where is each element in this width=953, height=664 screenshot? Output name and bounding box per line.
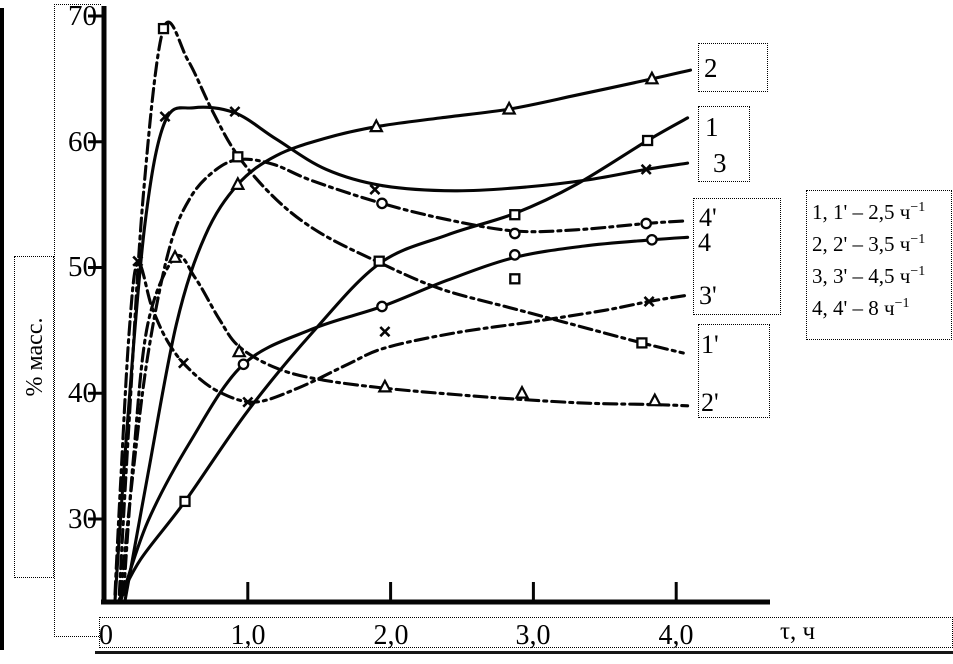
x-tick-label: 2,0 xyxy=(373,620,409,651)
curve-label-2: 2 xyxy=(704,53,718,83)
curve-3-marker xyxy=(229,106,241,118)
curve-label-3p: 3' xyxy=(699,281,717,310)
curve-3p-marker xyxy=(379,326,391,338)
curve-1-marker xyxy=(179,495,191,508)
curve-label-4p: 4' xyxy=(699,203,717,232)
x-tick-label: 4,0 xyxy=(658,620,694,651)
y-tick-label: 70 xyxy=(68,0,97,32)
y-axis-title-frame xyxy=(14,256,54,578)
x-tick-label: 0 xyxy=(99,620,113,651)
x-axis-title: τ, ч xyxy=(780,618,816,645)
curve-1p-marker xyxy=(373,255,385,267)
curve-2-marker xyxy=(230,175,246,190)
curve-3p-marker xyxy=(132,255,144,267)
curve-1-line xyxy=(117,116,690,602)
curve-4-marker xyxy=(376,300,388,313)
curve-label-1p: 1' xyxy=(701,330,719,359)
curve-2-marker xyxy=(501,100,517,115)
curve-4p-marker xyxy=(508,227,521,240)
curve-4-marker xyxy=(237,358,250,371)
curve-label-1: 1 xyxy=(705,112,719,142)
curve-3-marker xyxy=(159,111,171,123)
curve-2p-marker xyxy=(231,343,247,358)
curve-3-line xyxy=(113,105,690,603)
curve-4-marker xyxy=(508,249,521,261)
curve-label-4: 4 xyxy=(698,228,711,257)
legend-line: 2, 2' – 3,5 ч−1 xyxy=(812,232,926,256)
curve-3p-marker xyxy=(177,357,190,369)
x-tick-label: 1,0 xyxy=(230,620,266,651)
y-axis-title: % масс. xyxy=(22,317,48,397)
curve-4p-line xyxy=(119,157,685,596)
curve-label-3: 3 xyxy=(713,148,727,178)
scan-border-bottom xyxy=(95,651,953,654)
curve-label-frame-2 xyxy=(698,43,768,92)
curve-4-marker xyxy=(646,233,658,246)
curve-4-line xyxy=(119,235,690,603)
curve-1p-marker xyxy=(157,22,170,35)
y-tick-label: 60 xyxy=(68,126,97,158)
curve-4p-marker xyxy=(376,197,388,210)
curve-4p-marker xyxy=(640,217,653,230)
curve-2p-marker xyxy=(647,392,663,407)
curve-1p-marker xyxy=(509,273,521,285)
curve-2-marker xyxy=(368,118,384,133)
y-tick-label: 50 xyxy=(68,251,97,283)
legend: 1, 1' – 2,5 ч−1 2, 2' – 3,5 ч−1 3, 3' – … xyxy=(806,190,952,340)
x-tick-label: 3,0 xyxy=(515,620,551,651)
curve-3p-marker xyxy=(242,396,254,408)
y-tick-label: 30 xyxy=(68,503,97,535)
curve-3p-line xyxy=(113,260,690,596)
curve-2p-marker xyxy=(377,378,393,393)
curve-1-marker xyxy=(641,134,654,147)
curve-2-marker xyxy=(644,70,660,85)
legend-line: 1, 1' – 2,5 ч−1 xyxy=(812,200,926,224)
scan-border-left xyxy=(0,8,4,650)
curve-label-frame-1p-2p xyxy=(698,324,770,418)
curve-2p-line xyxy=(122,254,690,596)
legend-line: 3, 3' – 4,5 ч−1 xyxy=(812,264,926,288)
curve-2p-marker xyxy=(167,248,183,263)
legend-line: 4, 4' – 8 ч−1 xyxy=(812,296,910,320)
curve-3-marker xyxy=(640,163,652,175)
curve-label-2p: 2' xyxy=(701,388,719,417)
curve-1p-line xyxy=(117,20,685,596)
y-tick-strip-frame xyxy=(54,4,101,637)
curve-label-frame-4p-4-3p xyxy=(693,198,781,315)
curve-3p-marker xyxy=(643,295,655,308)
curve-2-line xyxy=(123,68,693,603)
curve-3-marker xyxy=(369,183,381,196)
curve-1p-marker xyxy=(636,337,648,349)
curve-2p-marker xyxy=(514,384,530,399)
curve-1-marker xyxy=(509,209,521,221)
y-tick-label: 40 xyxy=(68,377,97,409)
curve-label-frame-1-3 xyxy=(698,106,750,182)
curve-1p-marker xyxy=(232,151,244,163)
